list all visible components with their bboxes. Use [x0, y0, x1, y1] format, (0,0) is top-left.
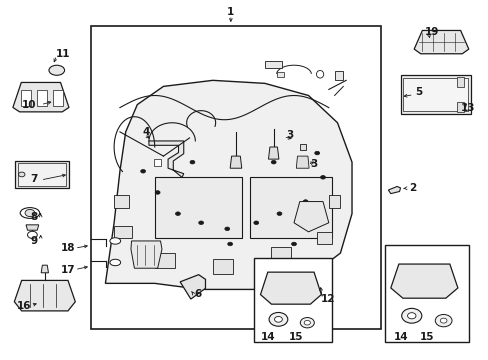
Polygon shape	[180, 275, 205, 299]
Bar	[114, 195, 128, 208]
Bar	[456, 102, 463, 112]
Text: 17: 17	[61, 265, 75, 275]
Bar	[21, 90, 31, 106]
Bar	[400, 75, 470, 114]
Text: 14: 14	[393, 332, 408, 342]
Polygon shape	[268, 147, 278, 159]
Polygon shape	[413, 31, 468, 54]
Circle shape	[224, 227, 229, 231]
Circle shape	[320, 176, 325, 179]
Circle shape	[175, 212, 180, 216]
Bar	[317, 232, 331, 244]
Circle shape	[314, 151, 319, 155]
Polygon shape	[41, 265, 48, 273]
Circle shape	[233, 160, 238, 164]
Bar	[18, 163, 66, 186]
Text: 9: 9	[30, 236, 38, 246]
Circle shape	[27, 231, 37, 238]
Circle shape	[277, 212, 282, 216]
Bar	[254, 258, 331, 342]
Text: 4: 4	[142, 127, 149, 136]
Text: 6: 6	[194, 289, 201, 299]
Text: 5: 5	[415, 87, 422, 97]
Circle shape	[141, 170, 145, 173]
Circle shape	[300, 318, 314, 328]
Circle shape	[407, 313, 415, 319]
Text: 16: 16	[16, 301, 31, 311]
Circle shape	[271, 160, 276, 164]
Bar	[276, 72, 283, 77]
Polygon shape	[390, 264, 457, 298]
Bar	[154, 177, 241, 238]
Bar	[334, 71, 343, 80]
Bar	[91, 26, 380, 329]
Text: 3: 3	[285, 130, 293, 140]
Bar	[154, 253, 175, 268]
Circle shape	[25, 210, 35, 217]
Text: 10: 10	[21, 100, 36, 110]
Text: 13: 13	[460, 103, 474, 113]
Bar	[37, 90, 47, 106]
Text: 14: 14	[260, 332, 275, 342]
Circle shape	[401, 309, 421, 323]
Bar	[250, 177, 331, 238]
Ellipse shape	[49, 65, 64, 75]
Polygon shape	[296, 156, 308, 168]
Text: 2: 2	[408, 183, 415, 193]
Polygon shape	[131, 241, 162, 268]
Polygon shape	[260, 272, 321, 304]
Polygon shape	[299, 144, 305, 150]
Ellipse shape	[316, 71, 323, 78]
Circle shape	[304, 320, 310, 325]
Text: 12: 12	[321, 294, 335, 305]
Polygon shape	[13, 82, 69, 112]
Ellipse shape	[110, 238, 121, 244]
Circle shape	[434, 315, 451, 327]
Bar	[456, 77, 463, 86]
Bar	[53, 90, 62, 106]
Ellipse shape	[20, 208, 40, 219]
Bar	[212, 259, 233, 274]
Text: 8: 8	[30, 212, 38, 222]
Text: 11: 11	[56, 49, 70, 59]
Circle shape	[155, 191, 160, 194]
Circle shape	[268, 312, 287, 326]
Polygon shape	[26, 225, 39, 230]
Bar	[403, 78, 468, 111]
Bar	[384, 244, 468, 342]
Circle shape	[198, 221, 203, 225]
Circle shape	[291, 242, 296, 246]
Circle shape	[227, 242, 232, 246]
Circle shape	[303, 200, 307, 203]
Text: 15: 15	[288, 332, 303, 342]
Circle shape	[190, 160, 195, 164]
Text: 1: 1	[227, 7, 234, 17]
Polygon shape	[105, 80, 351, 289]
Text: 19: 19	[424, 27, 439, 36]
Bar	[270, 247, 290, 262]
Circle shape	[439, 318, 446, 323]
Text: 15: 15	[419, 332, 434, 342]
Bar	[328, 195, 340, 208]
Ellipse shape	[110, 259, 121, 266]
Text: 18: 18	[61, 243, 75, 253]
Polygon shape	[387, 186, 400, 194]
Bar	[264, 60, 282, 68]
Text: 7: 7	[30, 174, 38, 184]
Polygon shape	[14, 280, 75, 311]
Polygon shape	[149, 141, 183, 177]
Bar	[154, 159, 161, 166]
Circle shape	[19, 172, 25, 177]
Polygon shape	[230, 156, 241, 168]
Circle shape	[253, 221, 258, 225]
Polygon shape	[293, 202, 328, 232]
Bar	[114, 226, 131, 238]
Bar	[15, 161, 69, 188]
Circle shape	[274, 316, 282, 322]
Text: 3: 3	[309, 159, 317, 169]
